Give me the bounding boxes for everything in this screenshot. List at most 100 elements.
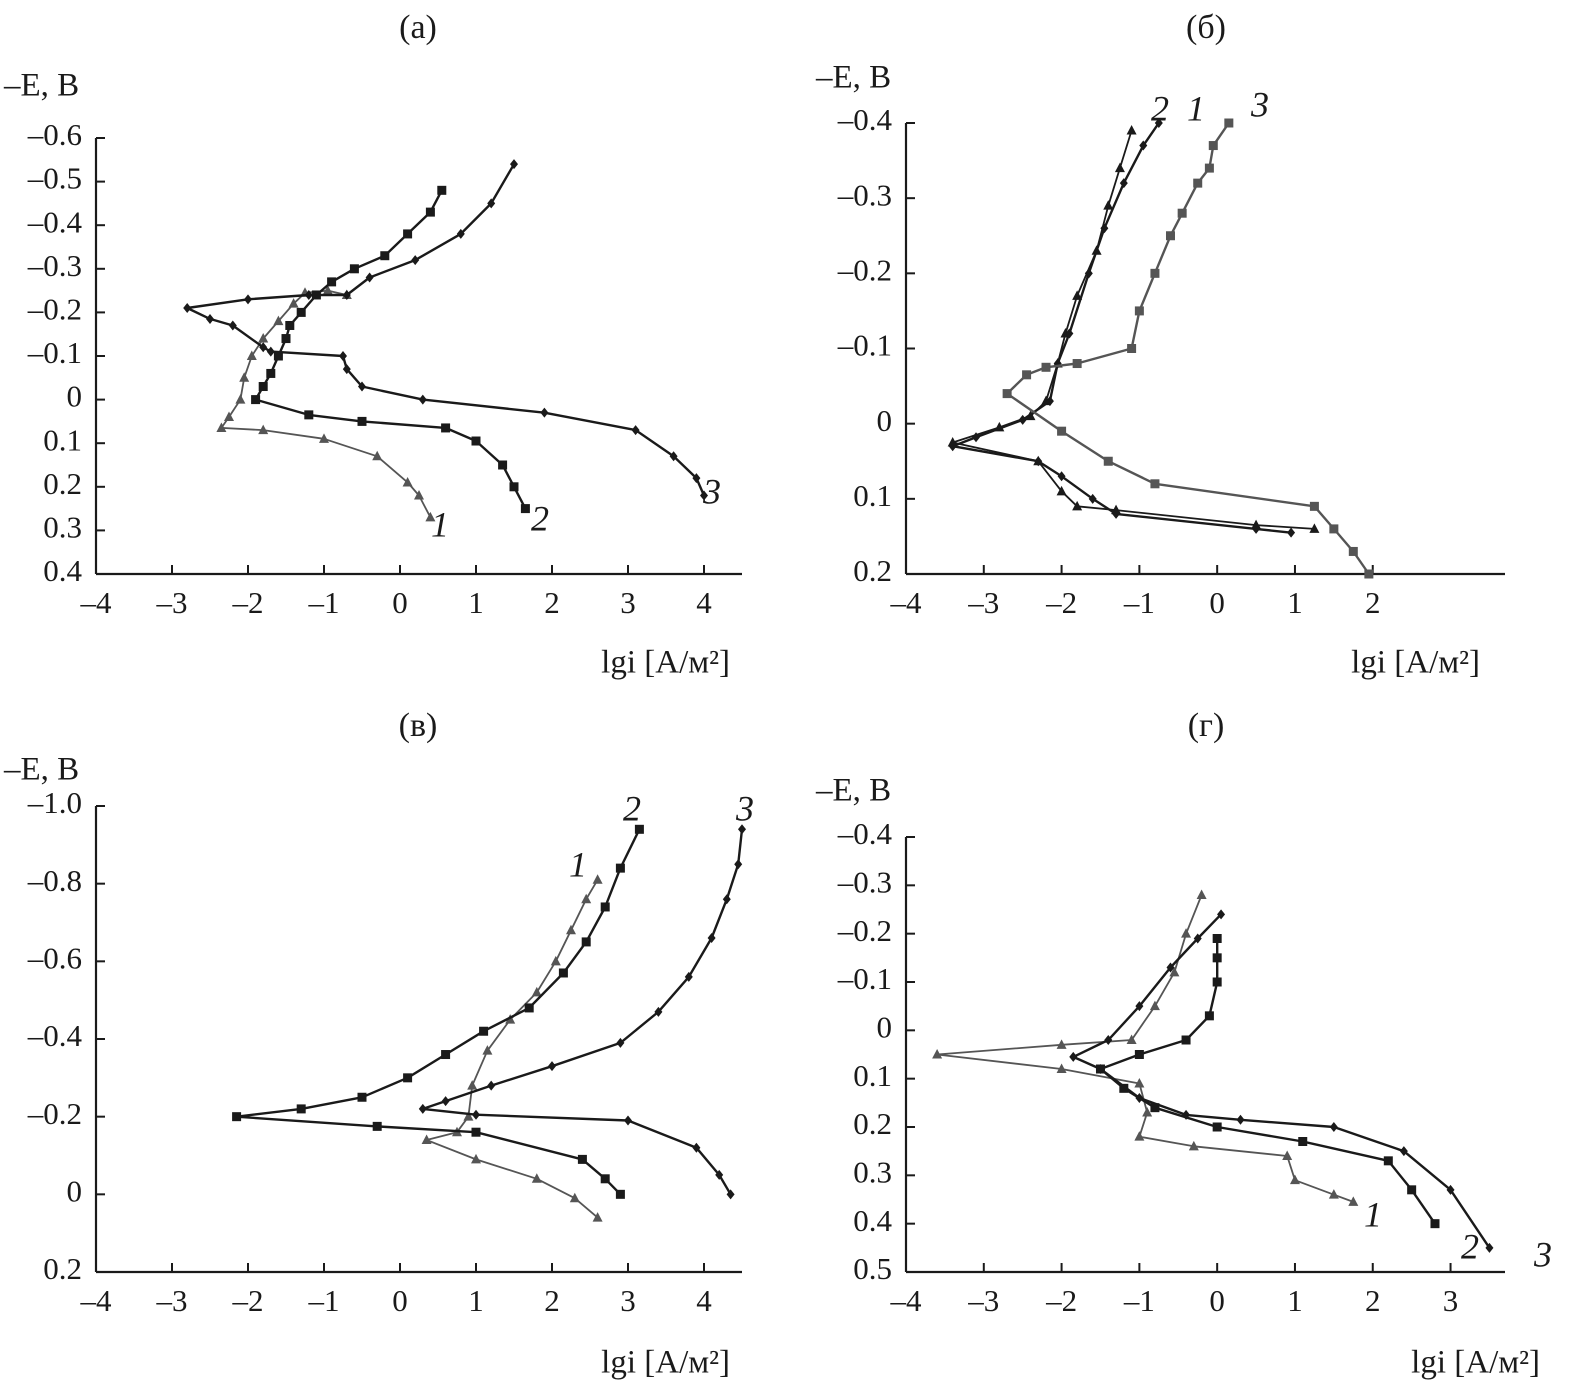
data-point [1103,200,1114,210]
y-tick-label: 0.3 [853,1154,892,1189]
data-point [259,342,268,353]
data-point [266,346,275,357]
y-tick-label: 0 [877,1009,893,1044]
data-point [206,313,214,324]
data-point [482,1045,493,1055]
x-tick-label: 1 [1287,1283,1303,1318]
data-point [616,1037,625,1048]
data-point [1289,1174,1300,1185]
data-point [487,1080,496,1091]
data-point [1134,306,1144,316]
x-tick-label: 3 [620,585,636,620]
data-point [581,893,592,904]
data-point [471,1153,481,1164]
y-tick-label: –0.8 [27,863,82,898]
data-point [1056,485,1067,496]
y-tick-label: 0.4 [43,553,82,588]
y-axis-label: –E, В [815,60,891,96]
data-point [726,1189,735,1200]
x-tick-label: 2 [1365,585,1381,620]
y-tick-label: –0.2 [27,292,82,327]
data-point [1348,1196,1359,1206]
data-point [232,1112,242,1122]
data-point [1127,344,1137,353]
data-point [1446,1184,1455,1195]
data-point [1383,1156,1393,1166]
data-point [403,229,413,239]
data-point [372,1121,382,1131]
y-axis-label: –E, В [3,68,79,104]
y-tick-label: 0.2 [43,466,82,501]
data-point [1154,118,1163,128]
y-tick-label: –0.2 [27,1096,82,1131]
data-point [304,410,314,420]
y-tick-label: 0.2 [853,553,892,588]
x-tick-label: –1 [1123,1283,1155,1318]
data-point [581,937,591,947]
data-point [1182,1109,1191,1120]
curve-label: 3 [1250,84,1269,124]
data-point [1100,223,1109,234]
y-tick-label: –0.4 [27,1018,83,1053]
panel-title: (б) [1186,9,1226,46]
series-line [936,894,1354,1203]
data-point [566,924,576,935]
data-point [357,1092,367,1102]
y-tick-label: –0.2 [837,913,892,948]
data-point [1181,928,1192,938]
data-point [418,1103,427,1114]
data-point [1057,426,1067,436]
data-point [1485,1242,1494,1253]
panel-title: (а) [399,9,437,46]
data-point [1114,162,1125,173]
data-point [273,351,283,361]
data-point [692,473,701,484]
data-point [615,863,625,873]
x-tick-label: –1 [1123,585,1155,620]
data-point [624,1115,632,1126]
y-tick-label: 0.1 [853,1058,892,1093]
data-point [403,1073,413,1083]
data-point [577,1154,587,1164]
data-point [365,272,374,283]
series-1: 1 [216,285,449,544]
data-point [251,395,261,405]
x-tick-label: 0 [1209,585,1225,620]
curve-label: 2 [1151,88,1169,128]
curve-label: 1 [1187,88,1205,128]
data-point [1329,1122,1338,1132]
data-point [1034,456,1043,467]
data-point [738,824,746,835]
curve-label: 2 [531,498,549,538]
data-point [1298,1137,1308,1146]
data-point [372,450,383,461]
data-point [510,159,518,170]
x-axis-label: lgi [А/м²] [601,1345,730,1381]
data-point [266,368,276,378]
data-point [1112,508,1121,519]
series-line [185,163,706,496]
series-1: 1 [421,844,603,1222]
y-tick-label: –0.4 [837,102,893,137]
x-tick-label: –1 [308,1283,340,1318]
data-point [1126,125,1137,135]
data-point [1072,290,1083,300]
data-point [548,1061,556,1072]
data-point [296,307,306,317]
y-tick-label: 0.5 [853,1251,892,1286]
y-tick-label: 0 [877,403,893,438]
data-point [239,372,250,382]
y-tick-label: 0.3 [43,510,82,545]
series-3: 3 [1069,909,1552,1274]
y-tick-label: 0 [67,1173,83,1208]
data-point [358,381,366,392]
data-point [1135,1093,1144,1103]
data-point [244,294,252,305]
x-tick-label: 0 [392,585,408,620]
data-point [1119,178,1128,189]
data-point [1022,370,1032,380]
x-tick-label: 2 [544,585,560,620]
data-point [441,1050,451,1060]
chart-panel-4: (г) –0.4 –0.3 –0.2 –0.1 0 0.1 0.2 0.3 0.4 0.5–4 –3 –… [815,707,1552,1381]
data-point [1208,141,1218,151]
